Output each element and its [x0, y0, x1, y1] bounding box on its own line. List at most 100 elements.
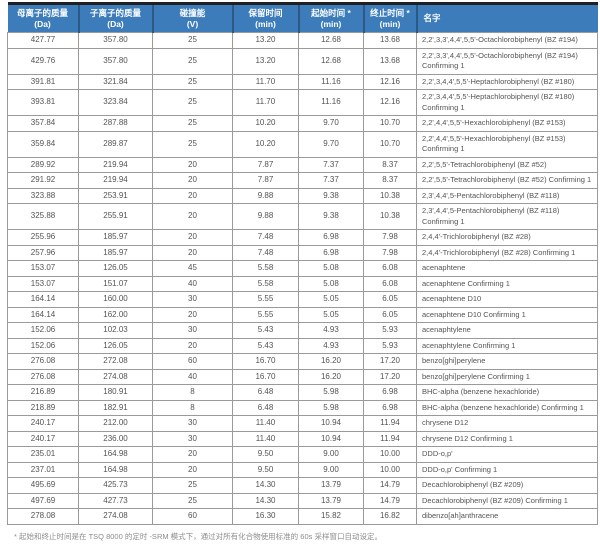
column-header-collision-energy: 碰撞能 (V): [151, 3, 233, 33]
product-mass-cell: 126.05: [78, 337, 153, 354]
collision-energy-cell: 25: [152, 73, 233, 90]
retention-time-cell: 16.70: [232, 368, 299, 385]
table-row: 497.69 427.73 25 14.30 13.79 14.79 Decachlorob…: [7, 492, 598, 509]
product-mass-cell: 185.97: [78, 229, 153, 246]
retention-time-cell: 5.58: [232, 260, 299, 277]
name-cell: benzo[ghi]perylene Confirming 1: [416, 368, 598, 385]
parent-mass-cell: 391.81: [7, 73, 79, 90]
product-mass-cell: 425.73: [78, 477, 153, 494]
table-row: 427.77 357.80 25 13.20 12.68 13.68 2,2',3,3',4…: [7, 32, 598, 49]
stop-time-cell: 5.93: [363, 322, 417, 339]
table-row: 153.07 126.05 45 5.58 5.08 6.08 acenaphtene: [7, 260, 598, 277]
product-mass-cell: 164.98: [78, 461, 153, 478]
retention-time-cell: 9.88: [232, 203, 299, 230]
parent-mass-cell: 255.96: [7, 229, 79, 246]
retention-time-cell: 5.58: [232, 275, 299, 292]
start-time-cell: 11.16: [298, 89, 364, 116]
start-time-cell: 9.70: [298, 130, 364, 158]
collision-energy-cell: 30: [152, 430, 233, 447]
retention-time-cell: 5.55: [232, 306, 299, 323]
name-cell: 2,2',3,3',4,4',5,5'-Octachlorobiphenyl (…: [416, 47, 598, 75]
start-time-cell: 9.70: [298, 115, 364, 132]
table-row: 255.96 185.97 20 7.48 6.98 7.98 2,4,4'-Trichlo…: [7, 229, 598, 246]
start-time-cell: 12.68: [298, 47, 364, 75]
collision-energy-cell: 25: [152, 32, 233, 49]
parent-mass-cell: 237.01: [7, 461, 79, 478]
name-cell: 2,3',4,4',5-Pentachlorobiphenyl (BZ #118…: [416, 187, 598, 204]
retention-time-cell: 11.70: [232, 73, 299, 90]
column-title: 终止时间 *: [370, 8, 410, 18]
start-time-cell: 10.94: [298, 415, 364, 432]
start-time-cell: 7.37: [298, 156, 364, 173]
collision-energy-cell: 8: [152, 399, 233, 416]
parent-mass-cell: 323.88: [7, 187, 79, 204]
collision-energy-cell: 25: [152, 130, 233, 158]
table-row: 218.89 182.91 8 6.48 5.98 6.98 BHC-alpha (benz…: [7, 399, 598, 416]
product-mass-cell: 357.80: [78, 47, 153, 75]
retention-time-cell: 7.87: [232, 172, 299, 189]
collision-energy-cell: 25: [152, 89, 233, 116]
start-time-cell: 5.05: [298, 291, 364, 308]
table-row: 152.06 126.05 20 5.43 4.93 5.93 acenaphtylene …: [7, 337, 598, 354]
stop-time-cell: 17.20: [363, 368, 417, 385]
table-row: 235.01 164.98 20 9.50 9.00 10.00 DDD-o,p': [7, 446, 598, 463]
start-time-cell: 5.08: [298, 275, 364, 292]
product-mass-cell: 253.91: [78, 187, 153, 204]
stop-time-cell: 11.94: [363, 430, 417, 447]
collision-energy-cell: 30: [152, 415, 233, 432]
product-mass-cell: 182.91: [78, 399, 153, 416]
start-time-cell: 13.79: [298, 477, 364, 494]
product-mass-cell: 219.94: [78, 156, 153, 173]
name-cell: 2,4,4'-Trichlorobiphenyl (BZ #28) Confir…: [416, 244, 598, 261]
start-time-cell: 4.93: [298, 322, 364, 339]
product-mass-cell: 102.03: [78, 322, 153, 339]
product-mass-cell: 274.08: [78, 368, 153, 385]
product-mass-cell: 160.00: [78, 291, 153, 308]
stop-time-cell: 10.38: [363, 187, 417, 204]
name-cell: 2,3',4,4',5-Pentachlorobiphenyl (BZ #118…: [416, 203, 598, 230]
stop-time-cell: 8.37: [363, 172, 417, 189]
parent-mass-cell: 240.17: [7, 430, 79, 447]
stop-time-cell: 6.08: [363, 260, 417, 277]
retention-time-cell: 10.20: [232, 130, 299, 158]
product-mass-cell: 274.08: [78, 508, 153, 525]
collision-energy-cell: 25: [152, 115, 233, 132]
retention-time-cell: 5.43: [232, 322, 299, 339]
collision-energy-cell: 60: [152, 508, 233, 525]
column-header-retention-time: 保留时间 (min): [231, 3, 299, 33]
product-mass-cell: 236.00: [78, 430, 153, 447]
table-row: 391.81 321.84 25 11.70 11.16 12.16 2,2',3,4,4'…: [7, 73, 598, 90]
collision-energy-cell: 20: [152, 244, 233, 261]
parent-mass-cell: 153.07: [7, 260, 79, 277]
column-header-parent-mass: 母离子的质量 (Da): [7, 3, 79, 33]
stop-time-cell: 16.82: [363, 508, 417, 525]
retention-time-cell: 10.20: [232, 115, 299, 132]
table-row: 276.08 274.08 40 16.70 16.20 17.20 benzo[ghi]p…: [7, 368, 598, 385]
transition-table-body: 427.77 357.80 25 13.20 12.68 13.68 2,2',3,3',4…: [7, 32, 598, 525]
collision-energy-cell: 20: [152, 187, 233, 204]
stop-time-cell: 7.98: [363, 229, 417, 246]
table-row: 216.89 180.91 8 6.48 5.98 6.98 BHC-alpha (benz…: [7, 384, 598, 401]
parent-mass-cell: 427.77: [7, 32, 79, 49]
parent-mass-cell: 357.84: [7, 115, 79, 132]
parent-mass-cell: 235.01: [7, 446, 79, 463]
name-cell: dibenzo[ah]anthracene: [416, 508, 598, 525]
retention-time-cell: 11.40: [232, 430, 299, 447]
start-time-cell: 4.93: [298, 337, 364, 354]
start-time-cell: 6.98: [298, 244, 364, 261]
product-mass-cell: 126.05: [78, 260, 153, 277]
product-mass-cell: 219.94: [78, 172, 153, 189]
retention-time-cell: 13.20: [232, 32, 299, 49]
product-mass-cell: 427.73: [78, 492, 153, 509]
collision-energy-cell: 20: [152, 306, 233, 323]
parent-mass-cell: 325.88: [7, 203, 79, 230]
product-mass-cell: 162.00: [78, 306, 153, 323]
collision-energy-cell: 25: [152, 492, 233, 509]
table-row: 276.08 272.08 60 16.70 16.20 17.20 benzo[ghi]p…: [7, 353, 598, 370]
name-cell: Decachlorobiphenyl (BZ #209) Confirming …: [416, 492, 598, 509]
table-row: 323.88 253.91 20 9.88 9.38 10.38 2,3',4,4',5-P…: [7, 187, 598, 204]
start-time-cell: 9.38: [298, 203, 364, 230]
name-cell: DDD-o,p' Confirming 1: [416, 461, 598, 478]
start-time-cell: 10.94: [298, 430, 364, 447]
